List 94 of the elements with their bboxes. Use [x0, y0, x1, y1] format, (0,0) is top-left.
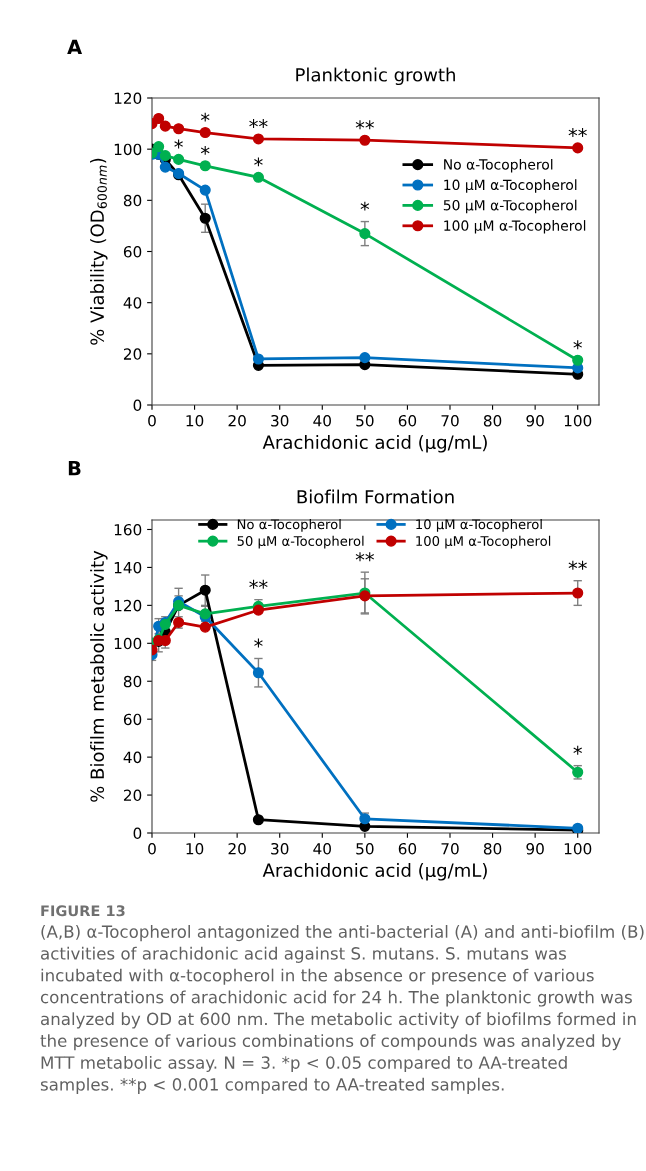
y-tick-label: 100	[114, 637, 142, 650]
x-tick-label: 40	[313, 842, 331, 855]
annotation: **	[568, 128, 587, 137]
x-axis-title: Arachidonic acid (µg/mL)	[262, 435, 487, 453]
x-tick-label: 10	[186, 414, 204, 427]
x-tick-label: 10	[186, 842, 204, 855]
y-tick-label: 80	[123, 194, 142, 207]
point	[252, 171, 264, 183]
legend-label: 50 µM α-Tocopherol	[237, 535, 364, 549]
x-tick-label: 0	[148, 414, 156, 427]
y-tick-label: 140	[114, 561, 142, 574]
x-axis-title: Arachidonic acid (µg/mL)	[262, 863, 487, 881]
point	[572, 587, 584, 599]
point	[252, 667, 264, 679]
point	[359, 228, 371, 240]
point	[252, 133, 264, 145]
point	[252, 353, 264, 365]
point	[199, 212, 211, 224]
point	[252, 814, 264, 826]
x-tick-label: 30	[271, 842, 289, 855]
legend-label: 10 µM α-Tocopherol	[416, 519, 542, 532]
y-tick-label: 40	[123, 751, 142, 764]
point	[199, 184, 211, 196]
point	[159, 120, 171, 132]
text: B	[68, 461, 81, 476]
point	[199, 160, 211, 172]
annotation: *	[254, 157, 263, 167]
legend-label: 100 µM α-Tocopherol	[444, 220, 586, 234]
point	[199, 621, 211, 633]
y-tick-label: 0	[133, 827, 142, 840]
x-tick-label: 80	[483, 842, 502, 855]
y-tick-label: 0	[133, 399, 142, 412]
y-tick-label: 120	[114, 599, 142, 612]
y-tick-label: 60	[123, 245, 142, 258]
y-tick-label: 100	[114, 143, 142, 156]
point	[572, 142, 584, 154]
y-tick-label: 160	[114, 523, 142, 536]
annotation: *	[573, 745, 582, 755]
point	[359, 134, 371, 146]
x-tick-label: 30	[271, 414, 289, 427]
legend-label: 100 µM α-Tocopherol	[416, 535, 551, 549]
y-tick-label: 20	[123, 789, 142, 802]
y-tick-label: 60	[123, 713, 142, 726]
text: (A,B) α-Tocopherol antagonized the anti-bacterial (A) and anti-biofilm (B) activities of arachidonic acid against S. mutans. S. mutans was incubated with α-tocopherol in the absence or presence of various concentrations of arachidonic acid for 24 h. The planktonic growth was analyzed by OD at 600 nm. The metabolic activity of biofilms formed in the presence of various combinations of compounds was analyzed by MTT metabolic assay. N = 3. *p < 0.05 compared to AA-treated samples. **p < 0.001 compared to AA-treated samples.	[40, 925, 644, 1094]
x-tick-label: 100	[564, 842, 592, 855]
x-tick-label: 20	[228, 842, 246, 855]
x-tick-label: 0	[148, 842, 156, 855]
annotation: *	[573, 340, 582, 350]
y-tick-label: 40	[123, 297, 142, 309]
caption: FIGURE 13	[41, 905, 125, 917]
text: A	[67, 39, 83, 55]
x-tick-label: 70	[441, 414, 459, 427]
point	[173, 123, 185, 135]
annotation: **	[249, 119, 268, 128]
annotation: **	[249, 579, 268, 589]
annotation: **	[568, 560, 587, 570]
annotation: **	[355, 552, 374, 562]
annotation: **	[355, 120, 374, 130]
x-tick-label: 50	[356, 414, 374, 427]
x-tick-label: 60	[398, 414, 417, 427]
annotation: *	[200, 145, 210, 155]
annotation: *	[174, 139, 183, 149]
y-tick-label: 120	[114, 92, 142, 105]
x-tick-label: 20	[228, 414, 246, 427]
point	[153, 112, 165, 125]
x-tick-label: 70	[441, 842, 459, 855]
x-tick-label: 90	[526, 842, 544, 855]
chart-title: Planktonic growth	[296, 67, 455, 86]
point	[173, 153, 185, 165]
point	[199, 584, 211, 596]
legend-label: 10 µM α-Tocopherol	[444, 179, 577, 193]
y-tick-label: 20	[123, 348, 142, 360]
y-axis-title: % Biofilm metabolic activity	[90, 550, 108, 802]
x-tick-label: 80	[483, 414, 502, 427]
x-tick-label: 60	[398, 842, 417, 855]
point	[153, 141, 165, 153]
point	[159, 161, 171, 173]
annotation: *	[200, 112, 210, 122]
annotation: *	[254, 638, 263, 648]
y-tick-label: 80	[123, 675, 142, 688]
legend-label: 50 µM α-Tocopherol	[443, 199, 577, 214]
point	[572, 354, 584, 366]
x-tick-label: 100	[564, 414, 592, 427]
y-axis-title: % Viability (OD$_{600nm}$)	[90, 158, 108, 345]
point	[252, 604, 264, 616]
legend-label: No α-Tocopherol	[444, 158, 553, 173]
x-tick-label: 90	[526, 414, 544, 427]
point	[199, 126, 211, 139]
chart-title: Biofilm Formation	[297, 489, 454, 504]
annotation: *	[360, 201, 370, 211]
point	[359, 352, 371, 364]
x-tick-label: 50	[356, 842, 374, 855]
legend-label: No α-Tocopherol	[237, 519, 341, 532]
x-tick-label: 40	[313, 414, 331, 427]
